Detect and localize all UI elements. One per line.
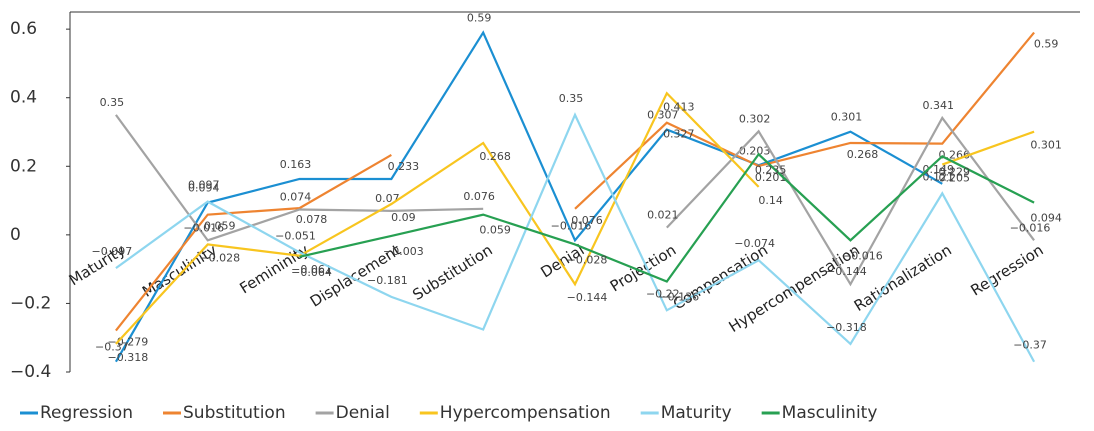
data-label: 0.59 — [467, 12, 492, 25]
data-label: −0.144 — [826, 265, 867, 278]
data-label: 0.163 — [280, 158, 312, 171]
data-label: 0.059 — [204, 220, 236, 233]
legend-label: Masculinity — [782, 403, 878, 423]
data-label: 0.205 — [939, 172, 971, 185]
data-label: −0.028 — [199, 251, 240, 264]
data-label: −0.181 — [367, 274, 408, 287]
y-tick-label: 0.4 — [10, 88, 37, 108]
data-label: 0.59 — [1034, 38, 1059, 51]
data-label: −0.37 — [95, 341, 129, 354]
series-line — [115, 91, 1035, 345]
data-label: 0.268 — [479, 150, 511, 163]
data-label: −0.016 — [842, 249, 883, 262]
data-label: −0.22 — [646, 287, 680, 300]
data-label: 0.097 — [188, 179, 220, 192]
data-label: −0.003 — [383, 245, 424, 258]
data-label: −0.097 — [92, 245, 133, 258]
data-label: 0.07 — [375, 192, 400, 205]
data-label: −0.144 — [567, 291, 608, 304]
data-label: −0.318 — [108, 351, 149, 364]
series-line — [299, 152, 1035, 283]
legend-label: Substitution — [183, 403, 286, 423]
legend-label: Denial — [336, 403, 390, 423]
legend-label: Regression — [40, 403, 133, 423]
data-label: 0.076 — [571, 214, 603, 227]
data-label: 0.413 — [663, 100, 695, 113]
data-label: 0.35 — [559, 92, 584, 105]
data-label: 0.059 — [479, 224, 511, 237]
data-label: 0.121 — [923, 170, 955, 183]
data-label: −0.318 — [826, 321, 867, 334]
y-tick-label: −0.4 — [10, 362, 51, 382]
data-label: 0.302 — [739, 112, 771, 125]
y-tick-label: 0 — [10, 225, 21, 245]
data-label: −0.051 — [275, 229, 316, 242]
legend-label: Maturity — [661, 403, 732, 423]
data-label: 0.203 — [739, 144, 771, 157]
x-tick-label: Regression — [967, 241, 1046, 300]
data-label: −0.074 — [734, 237, 775, 250]
y-tick-label: 0.6 — [10, 19, 37, 39]
data-label: 0.341 — [923, 99, 955, 112]
data-label: −0.061 — [291, 263, 332, 276]
data-label: 0.094 — [1030, 212, 1062, 225]
data-label: 0.327 — [663, 128, 695, 141]
data-label: 0.233 — [388, 160, 420, 173]
data-label: 0.14 — [758, 194, 783, 207]
data-label: 0.235 — [755, 163, 787, 176]
series-line — [114, 30, 943, 363]
data-label: −0.016 — [551, 219, 592, 232]
data-label: 0.021 — [647, 209, 679, 222]
y-tick-label: −0.2 — [10, 293, 51, 313]
data-label: −0.016 — [183, 221, 224, 234]
series-line — [115, 112, 1036, 363]
data-label: −0.016 — [1010, 221, 1051, 234]
data-label: 0.076 — [463, 190, 495, 203]
series-line — [115, 31, 1035, 332]
data-label: 0.35 — [100, 96, 125, 109]
data-label: 0.094 — [188, 182, 220, 195]
data-label: 0.301 — [1030, 139, 1062, 152]
data-label: 0.074 — [280, 190, 312, 203]
data-label: −0.136 — [658, 290, 699, 303]
data-label: 0.268 — [847, 148, 879, 161]
data-label: −0.028 — [567, 253, 608, 266]
legend-label: Hypercompensation — [440, 403, 611, 423]
data-label: −0.37 — [1013, 339, 1047, 352]
data-label: 0.09 — [391, 211, 416, 224]
y-tick-label: 0.2 — [10, 156, 37, 176]
data-label: −0.279 — [108, 336, 149, 349]
series-line — [115, 114, 1035, 287]
data-label: 0.301 — [831, 111, 863, 124]
data-label: 0.078 — [296, 213, 328, 226]
data-label: −0.064 — [291, 266, 332, 279]
data-label: 0.229 — [939, 165, 971, 178]
